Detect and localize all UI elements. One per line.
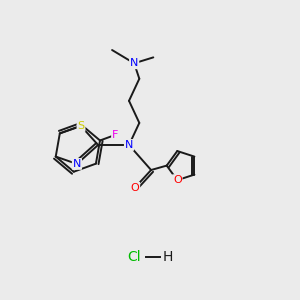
Text: S: S <box>77 121 85 131</box>
Text: N: N <box>125 140 133 150</box>
Text: O: O <box>173 175 182 185</box>
Text: H: H <box>163 250 173 265</box>
Text: F: F <box>112 130 119 140</box>
Text: N: N <box>73 159 81 169</box>
Text: Cl: Cl <box>127 250 141 265</box>
Text: N: N <box>130 58 138 68</box>
Text: O: O <box>130 183 139 193</box>
